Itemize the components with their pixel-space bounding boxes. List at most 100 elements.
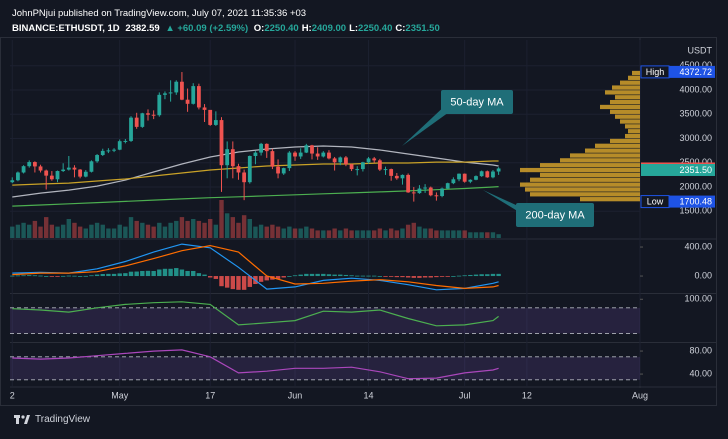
brand: TradingView [35,413,91,425]
price-label-value: 1700.48 [679,196,712,206]
volume-profile-bar [615,95,640,100]
candle-body [129,117,133,141]
volume-bar [15,224,21,238]
candle-body [191,86,196,104]
macd-histogram-bar [275,276,281,279]
volume-bar [321,230,326,238]
callout-box [441,90,513,114]
macd-histogram-bar [83,275,88,277]
candle-body [27,162,32,167]
candle-body [394,175,399,179]
volume-bar [355,230,360,238]
volume-profile-bar [530,177,640,182]
candle-body [423,187,427,189]
candle-body [117,141,122,150]
macd-histogram-bar [111,273,117,277]
macd-histogram-bar [383,276,388,277]
price-label-title-box [640,195,670,209]
macd-histogram-bar [439,276,445,277]
footer: TradingView [14,413,90,425]
volume-bar [422,228,428,238]
volume-bar [377,228,383,238]
volume-bar [174,220,179,238]
macd-histogram-bar [21,275,26,277]
macd-histogram-bar [72,275,77,277]
candle-body [445,183,450,189]
candle-body [151,114,156,116]
frame [0,37,717,406]
x-tick-label: Jul [459,390,471,400]
volume-profile-bar [525,187,640,192]
macd-histogram-bar [32,275,38,277]
volume-bar [202,222,207,238]
macd-histogram-bar [377,276,383,277]
candle-body [372,158,377,161]
volume-bar [77,226,83,238]
x-tick-label: 14 [364,390,374,400]
volume-bar [281,228,286,238]
macd-histogram-bar [434,276,439,278]
macd-histogram-bar [304,273,309,277]
macd-histogram-bar [428,276,433,278]
volume-bar [38,226,43,238]
callout-box [516,203,594,227]
candle-body [377,160,382,170]
macd-histogram-bar [309,273,315,277]
price-label-value: 4372.72 [679,67,712,77]
candle-body [134,117,139,127]
volume-bar [66,219,72,238]
volume-profile-bar [625,124,640,129]
volume-bar [128,217,134,238]
candle-body [310,145,314,154]
callout-label: 50-day MA [450,96,504,108]
volume-bar [224,213,230,238]
volume-bar [264,226,269,238]
candle-body [21,166,26,173]
candle-body [434,195,439,197]
candle-body [163,93,167,95]
y-tick-label: 4000.00 [679,84,712,94]
candle-body [180,81,184,100]
volume-bar [10,226,15,238]
volume-bar [298,228,303,238]
price-label-title-box [640,65,670,79]
candle-body [485,171,490,178]
volume-bar [304,226,309,238]
candle-body [411,192,416,194]
volume-bar [72,222,77,238]
candle-body [264,143,269,152]
macd-histogram-bar [281,276,286,278]
candle-body [400,174,405,179]
volume-bar [196,220,202,238]
macd-histogram-bar [422,276,428,278]
band-fill [10,307,640,334]
volume-bar [270,224,275,238]
candle-body [202,107,207,110]
ohlc-key: O: [253,23,265,34]
volume-bar [434,230,439,238]
volume-bar [485,232,490,238]
volume-profile-bar [530,192,640,197]
candle-body [95,155,99,162]
candle-body [16,172,20,181]
macd-histogram-bar [411,276,416,278]
volume-bar [253,226,258,238]
candle-body [230,149,235,167]
candle-body [349,164,354,170]
candle-body [236,166,241,173]
volume-profile-bar [628,75,640,80]
x-tick-label: 12 [522,390,532,400]
volume-bar [468,232,473,238]
macd-histogram-bar [100,274,105,277]
macd-histogram-bar [326,274,332,277]
volume-bar [445,230,450,238]
macd-histogram-bar [151,270,156,277]
volume-bar [383,230,388,238]
volume-bar [400,228,405,238]
volume-bar [117,224,122,238]
volume-bar [417,226,422,238]
volume-bar [27,224,32,238]
volume-bar [151,226,156,238]
candle-body [440,188,444,197]
